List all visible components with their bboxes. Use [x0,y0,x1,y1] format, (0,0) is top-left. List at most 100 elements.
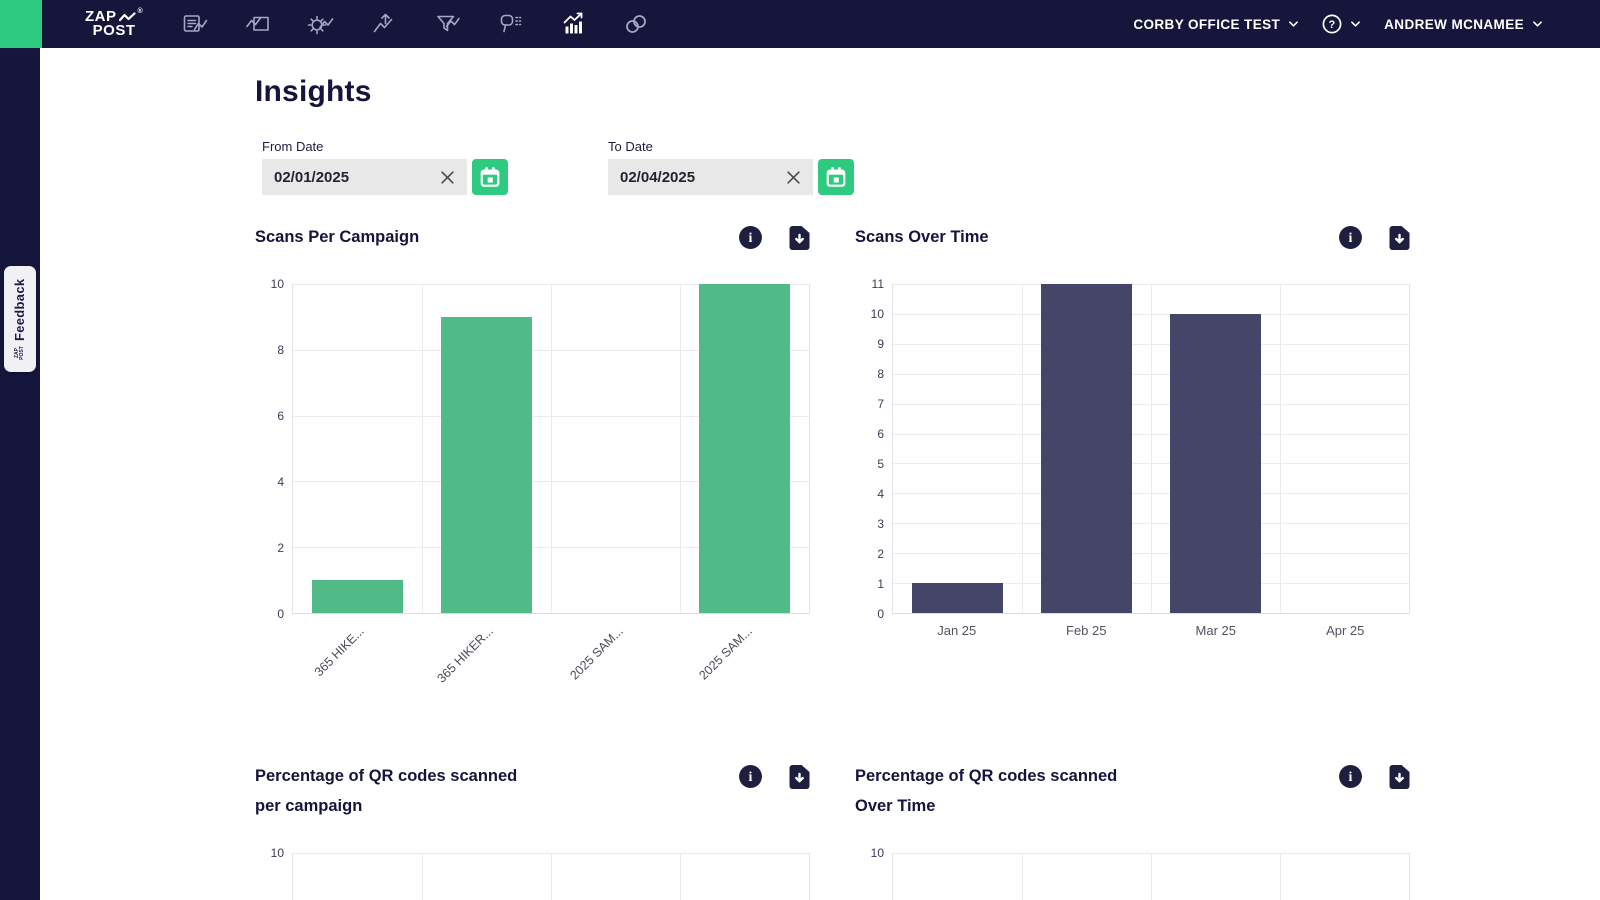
feedback-tab-label: Feedback [12,278,27,341]
bar [312,580,403,613]
chart-header: Scans Over Time i [855,222,1410,252]
logo-line1: ZAP [85,8,117,25]
org-selector-label: CORBY OFFICE TEST [1133,16,1281,32]
to-date-group: To Date [608,139,854,195]
chart-title-line: Over Time [855,797,936,815]
x-axis-label: 365 HIKER... [434,624,497,686]
campaigns-icon[interactable] [180,9,210,39]
automation-icon[interactable] [306,9,336,39]
y-axis-label: 2 [877,547,884,561]
y-axis-label: 11 [871,277,884,291]
insights-icon[interactable] [558,9,588,39]
chart-actions: i [1338,225,1410,250]
launch-icon[interactable] [369,9,399,39]
funnel-icon[interactable] [432,9,462,39]
to-date-calendar-button[interactable] [818,159,854,195]
charts-grid: Scans Per Campaign i 0 2 4 6 8 10 365 HIKE... 365… [255,222,1450,900]
y-axis-label: 8 [877,367,884,381]
y-axis-label: 10 [870,846,884,860]
x-axis-label: Jan 25 [937,623,977,638]
date-filters: From Date [255,139,1450,195]
download-icon [789,764,810,789]
chart-title-line: Scans Per Campaign [255,228,420,246]
to-date-clear-button[interactable] [784,168,803,187]
y-axis-label: 0 [277,607,284,621]
to-date-label: To Date [608,139,653,154]
svg-text:i: i [1349,769,1353,785]
y-axis-label: 9 [877,337,884,351]
zigzag-icon [118,11,136,21]
gridline [1151,853,1152,900]
chevron-down-icon [1289,21,1299,27]
page-title: Insights [255,75,372,108]
chart-header: Percentage of QR codes scanned per campai… [255,761,810,821]
help-menu[interactable]: ? [1322,14,1361,34]
chart-info-button[interactable]: i [1338,764,1363,789]
chart-title-line: Percentage of QR codes scanned [255,767,518,785]
bar [912,583,1003,613]
info-icon: i [739,226,762,249]
y-axis-label: 10 [870,307,884,321]
feedback-tab[interactable]: Feedback ZAP POST [4,266,36,372]
x-axis-label: Mar 25 [1195,623,1236,638]
svg-text:?: ? [1329,19,1336,31]
chart-download-button[interactable] [1389,764,1410,789]
from-date-input[interactable] [274,168,424,186]
chart-plot [292,853,810,900]
from-date-clear-button[interactable] [438,168,457,187]
from-date-label: From Date [262,139,324,154]
chart-title: Percentage of QR codes scanned Over Time [855,761,1117,821]
info-icon: i [1339,765,1362,788]
registered-mark: ® [137,8,144,15]
y-axis: 0 1 2 3 4 5 6 7 8 9 10 11 [855,277,892,621]
y-axis-label: 3 [877,517,884,531]
chart-header: Scans Per Campaign i [255,222,810,252]
gridline [680,284,681,613]
to-date-input[interactable] [620,168,770,186]
chart-body: 10 [855,846,1410,900]
chart-card: Percentage of QR codes scanned Over Time i… [855,761,1410,900]
y-axis-label: 4 [877,487,884,501]
y-axis: 10 [855,846,892,900]
chart-title: Percentage of QR codes scanned per campai… [255,761,517,821]
bar [1041,284,1132,613]
chart-info-button[interactable]: i [738,764,763,789]
from-date-group: From Date [262,139,508,195]
y-axis-label: 0 [877,607,884,621]
chart-info-button[interactable]: i [738,225,763,250]
link-icon[interactable] [621,9,651,39]
gridline [551,284,552,613]
design-icon[interactable] [243,9,273,39]
close-icon [441,170,454,184]
calendar-icon [826,167,846,187]
chart-title-line: Percentage of QR codes scanned [855,767,1118,785]
y-axis-label: 4 [277,475,284,489]
close-icon [787,170,800,184]
gridline [422,853,423,900]
from-date-calendar-button[interactable] [472,159,508,195]
org-selector[interactable]: CORBY OFFICE TEST [1133,16,1299,32]
to-date-input-wrap [608,159,813,195]
y-axis-label: 6 [877,427,884,441]
chart-card: Scans Over Time i 0 1 2 3 4 5 6 7 8 9 10 11 Jan 25 Feb … [855,222,1410,698]
chart-info-button[interactable]: i [1338,225,1363,250]
qr-scan-icon[interactable] [495,9,525,39]
info-icon: i [1339,226,1362,249]
navbar-right: CORBY OFFICE TEST ? ANDREW MCNAMEE [1133,14,1600,34]
y-axis-label: 6 [277,409,284,423]
chart-plot [292,284,810,614]
user-menu[interactable]: ANDREW MCNAMEE [1384,17,1542,32]
question-mark-icon: ? [1322,14,1342,34]
chart-download-button[interactable] [789,764,810,789]
zap-post-logo[interactable]: ZAP ® POST [85,8,143,38]
x-axis-label: Feb 25 [1066,623,1107,638]
gridline [1022,853,1023,900]
chevron-down-icon [1533,21,1542,27]
bar [1170,313,1261,613]
chart-body: 10 [255,846,810,900]
chart-download-button[interactable] [1389,225,1410,250]
chart-download-button[interactable] [789,225,810,250]
y-axis-label: 1 [877,577,884,591]
y-axis-label: 8 [277,343,284,357]
main-content: Insights From Date [40,48,1600,900]
